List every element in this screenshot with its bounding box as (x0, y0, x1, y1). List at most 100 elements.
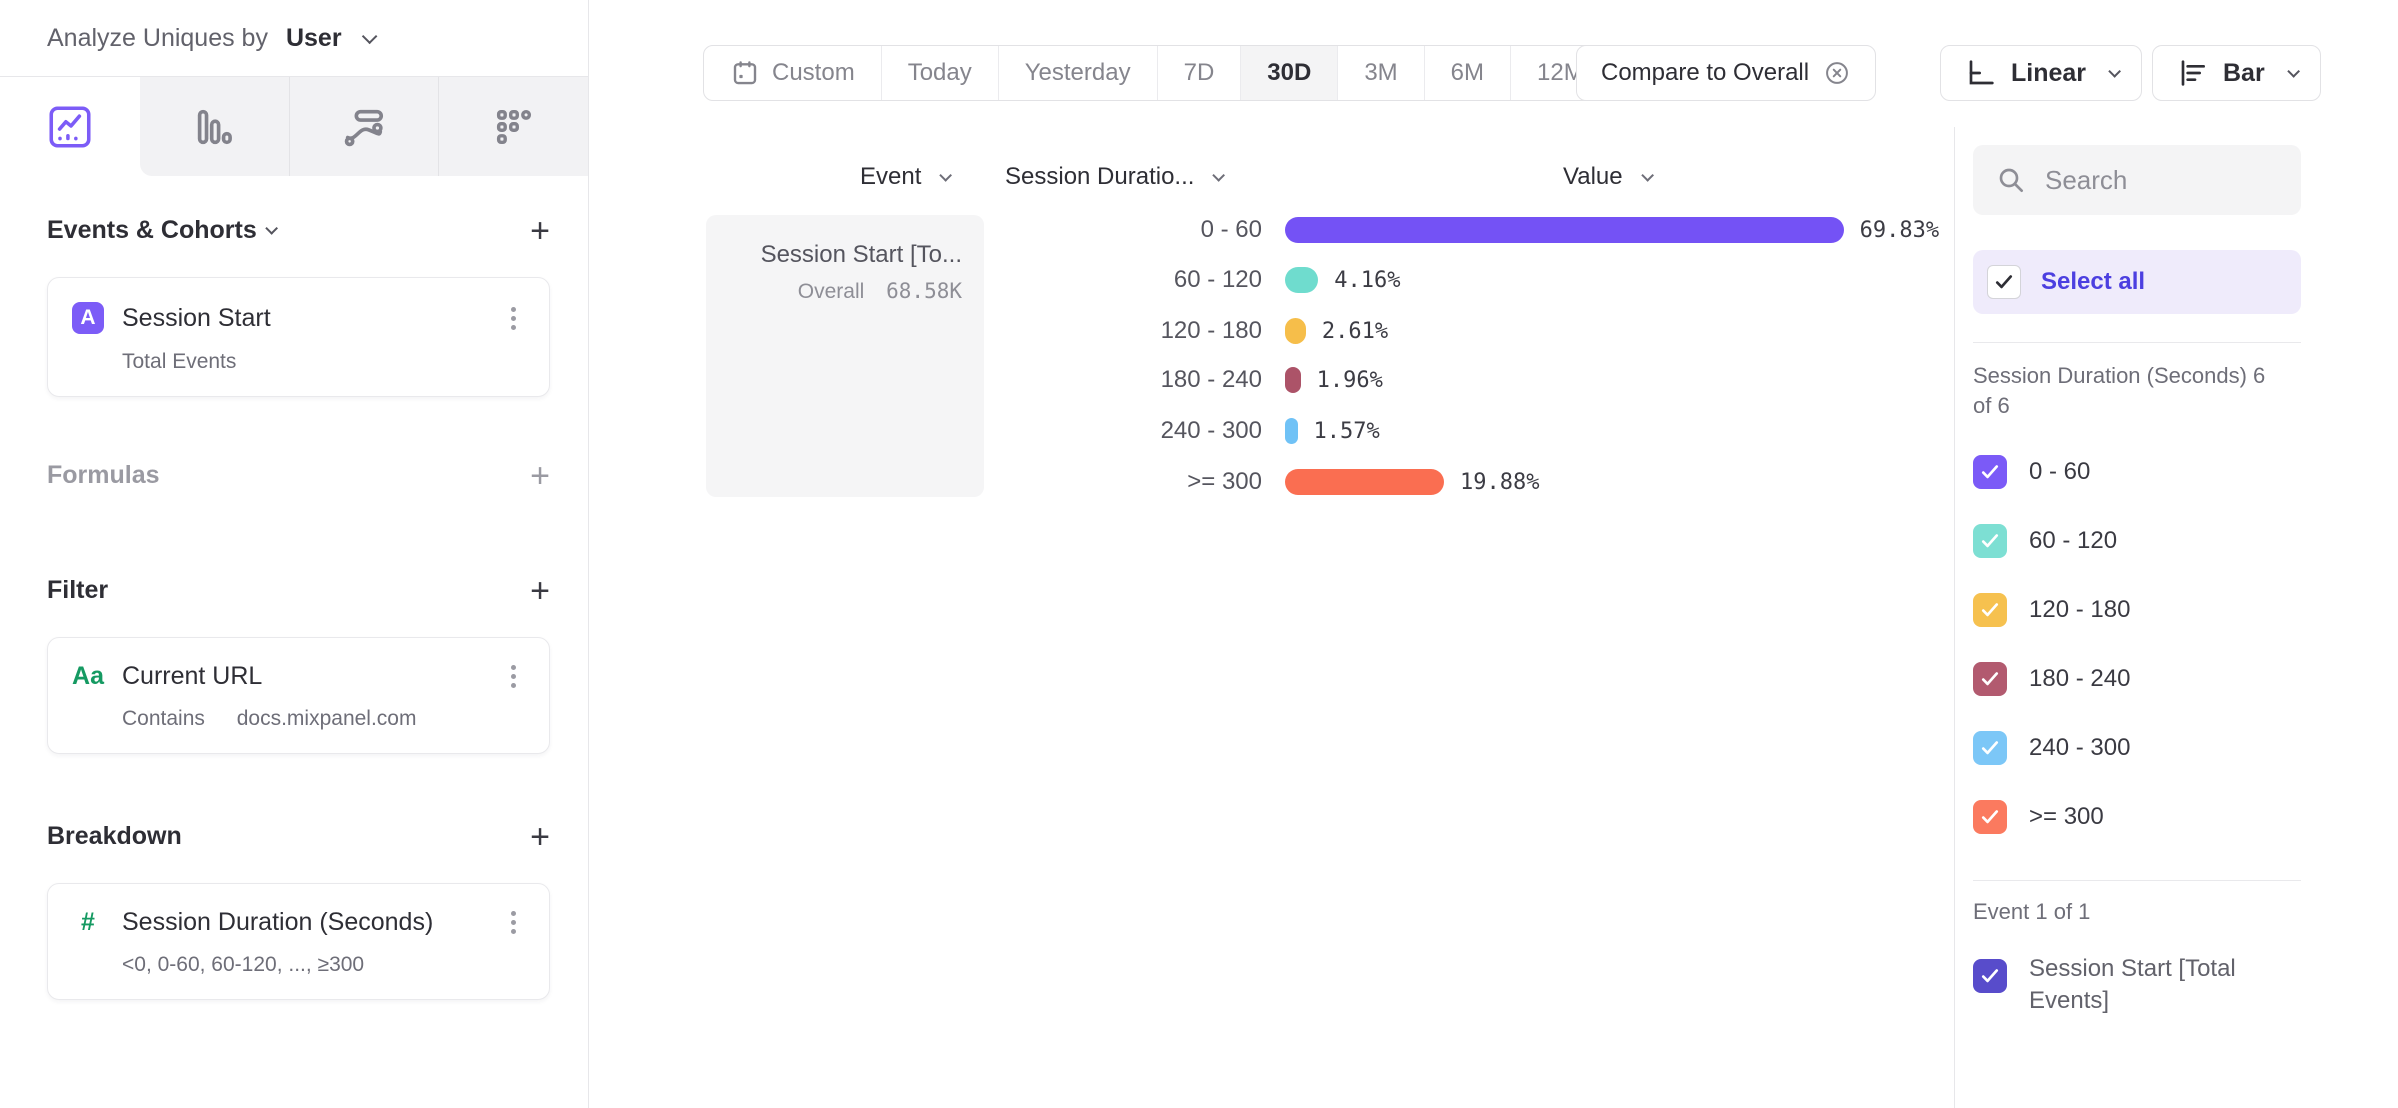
tab-insights-line-chart[interactable] (0, 77, 140, 176)
filter-card-subtitle: Contains docs.mixpanel.com (122, 707, 525, 731)
checkbox-180-240[interactable] (1973, 662, 2007, 696)
legend-item-0-60[interactable]: 0 - 60 (1973, 455, 2398, 489)
legend-event-item[interactable]: Session Start [Total Events] (1973, 953, 2398, 1017)
event-group-cell[interactable]: Session Start [To... Overall 68.58K (706, 215, 984, 497)
legend-item-240-300[interactable]: 240 - 300 (1973, 731, 2398, 765)
calendar-icon (730, 58, 760, 88)
legend-item-gte-300[interactable]: >= 300 (1973, 800, 2398, 834)
row-label: 240 - 300 (1160, 417, 1262, 444)
bar-value-label: 1.57% (1313, 418, 1380, 444)
kebab-menu-icon[interactable] (501, 665, 525, 688)
legend-item-180-240[interactable]: 180 - 240 (1973, 662, 2398, 696)
analyze-row: Analyze Uniques by User (0, 0, 588, 77)
bar-0-60[interactable] (1285, 217, 1844, 243)
filter-card-title: Current URL (122, 662, 263, 690)
legend-label: 240 - 300 (2029, 734, 2131, 761)
compare-to-overall-chip[interactable]: Compare to Overall (1576, 45, 1877, 101)
query-builder-sidebar: Analyze Uniques by User (0, 0, 589, 1108)
breakdown-card[interactable]: # Session Duration (Seconds) <0, 0-60, 6… (47, 883, 550, 1000)
bar-gte-300[interactable] (1285, 469, 1445, 495)
breakdown-title: Breakdown (47, 822, 182, 850)
add-event-button[interactable]: + (530, 211, 550, 250)
range-6m[interactable]: 6M (1423, 46, 1510, 100)
range-yesterday[interactable]: Yesterday (997, 46, 1157, 100)
range-today[interactable]: Today (880, 46, 998, 100)
chart-row: 240 - 300 1.57% (1000, 406, 1380, 456)
range-30d-selected[interactable]: 30D (1240, 46, 1338, 100)
bar-value-label: 2.61% (1321, 318, 1389, 344)
chevron-down-icon (2108, 64, 2122, 78)
linear-label: Linear (2011, 58, 2087, 87)
breakdown-card-title: Session Duration (Seconds) (122, 908, 434, 936)
checkbox-120-180[interactable] (1973, 593, 2007, 627)
chevron-down-icon (1640, 168, 1654, 182)
formulas-header: Formulas + (47, 456, 550, 495)
filter-header: Filter + (47, 571, 550, 610)
bar-value-label: 19.88% (1460, 469, 1540, 495)
select-all-checkbox[interactable] (1987, 265, 2021, 299)
filter-value[interactable]: docs.mixpanel.com (236, 707, 417, 730)
y-axis-scale-dropdown[interactable]: Linear (1940, 45, 2143, 101)
range-7d[interactable]: 7D (1156, 46, 1241, 100)
legend-panel: Select all Session Duration (Seconds) 6 … (1954, 127, 2398, 1108)
legend-search-box[interactable] (1973, 145, 2301, 215)
range-12m[interactable]: 12M (1510, 46, 1610, 100)
column-header-event[interactable]: Event (860, 163, 953, 191)
event-header-label: Event (860, 163, 922, 190)
range-3m[interactable]: 3M (1337, 46, 1423, 100)
bar-120-180[interactable] (1285, 318, 1306, 344)
add-filter-button[interactable]: + (530, 571, 550, 610)
filter-operator[interactable]: Contains (122, 707, 205, 730)
bar-240-300[interactable] (1285, 418, 1298, 444)
number-property-icon: # (81, 908, 95, 936)
add-breakdown-button[interactable]: + (530, 817, 550, 856)
analyze-label: Analyze Uniques by (47, 23, 268, 52)
line-chart-icon (45, 102, 95, 152)
row-label: 60 - 120 (1173, 266, 1262, 293)
event-card-subtitle[interactable]: Total Events (122, 350, 237, 373)
checkbox-0-60[interactable] (1973, 455, 2007, 489)
search-input[interactable] (2045, 164, 2265, 196)
select-all-row[interactable]: Select all (1973, 250, 2301, 314)
kebab-menu-icon[interactable] (501, 911, 525, 934)
bar-value-label: 4.16% (1334, 267, 1401, 293)
bar-180-240[interactable] (1285, 367, 1301, 393)
checkbox-240-300[interactable] (1973, 731, 2007, 765)
tab-flows[interactable] (288, 77, 439, 176)
formulas-title: Formulas (47, 461, 160, 489)
overall-label: Overall (797, 280, 865, 303)
event-card[interactable]: A Session Start Total Events (47, 277, 550, 397)
chart-row: 120 - 180 2.61% (1000, 306, 1388, 356)
checkbox-gte-300[interactable] (1973, 800, 2007, 834)
column-header-breakdown[interactable]: Session Duratio... (1005, 163, 1226, 191)
bar-60-120[interactable] (1285, 267, 1319, 293)
divider (1973, 342, 2301, 343)
filter-card[interactable]: Aa Current URL Contains docs.mixpanel.co… (47, 637, 550, 754)
tab-retention-grid[interactable] (438, 77, 589, 176)
analyze-by-dropdown[interactable]: User (285, 23, 342, 52)
checkbox-session-start[interactable] (1973, 959, 2007, 993)
add-formula-button[interactable]: + (530, 456, 550, 495)
chevron-down-icon (265, 222, 278, 235)
remove-compare-icon[interactable] (1823, 59, 1851, 87)
kebab-menu-icon[interactable] (501, 306, 525, 330)
legend-label: 60 - 120 (2029, 527, 2118, 554)
overall-value: 68.58K (886, 279, 962, 303)
tab-bar-chart[interactable] (140, 77, 289, 176)
breakdown-card-subtitle[interactable]: <0, 0-60, 60-120, ..., ≥300 (122, 953, 365, 976)
checkbox-60-120[interactable] (1973, 524, 2007, 558)
legend-item-120-180[interactable]: 120 - 180 (1973, 593, 2398, 627)
events-cohorts-title-wrap[interactable]: Events & Cohorts (47, 216, 278, 245)
chart-row: 180 - 240 1.96% (1000, 355, 1383, 405)
chart-style-dropdown[interactable]: Bar (2152, 45, 2321, 101)
chevron-down-icon (2286, 64, 2300, 78)
bar-chart-icon (191, 104, 237, 150)
search-icon (1995, 164, 2027, 196)
range-custom[interactable]: Custom (704, 46, 881, 100)
events-cohorts-title: Events & Cohorts (47, 216, 257, 244)
legend-event-label: Session Start [Total Events] (2029, 955, 2236, 1014)
range-custom-label: Custom (772, 59, 855, 86)
column-header-value[interactable]: Value (1563, 163, 1654, 191)
legend-item-60-120[interactable]: 60 - 120 (1973, 524, 2398, 558)
chart-row: 0 - 60 69.83% (1000, 205, 1939, 255)
